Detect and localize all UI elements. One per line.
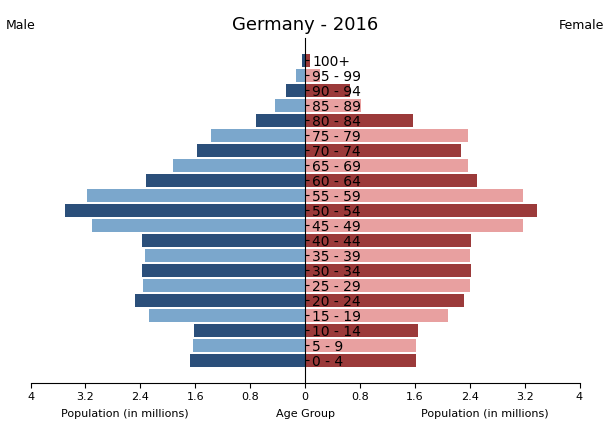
Bar (305, 189, 523, 202)
Bar (305, 174, 477, 187)
Bar (305, 144, 461, 157)
Bar (256, 114, 305, 127)
Bar (65, 204, 305, 217)
Bar (143, 279, 305, 292)
Text: Age Group: Age Group (276, 408, 334, 419)
Bar (305, 234, 471, 247)
Bar (305, 99, 361, 112)
Bar (305, 249, 470, 262)
Bar (296, 69, 305, 82)
Bar (305, 159, 468, 172)
Text: Population (in millions): Population (in millions) (61, 408, 188, 419)
Bar (305, 84, 350, 96)
Bar (305, 309, 448, 322)
Bar (92, 219, 305, 232)
Text: Female: Female (559, 19, 604, 32)
Bar (274, 99, 305, 112)
Bar (197, 144, 305, 157)
Bar (149, 309, 305, 322)
Bar (87, 189, 305, 202)
Bar (173, 159, 305, 172)
Bar (142, 264, 305, 277)
Bar (190, 354, 305, 367)
Bar (305, 279, 470, 292)
Bar (305, 204, 537, 217)
Bar (305, 264, 471, 277)
Bar (193, 339, 305, 352)
Title: Germany - 2016: Germany - 2016 (232, 16, 378, 34)
Bar (145, 249, 305, 262)
Bar (142, 234, 305, 247)
Text: Population (in millions): Population (in millions) (422, 408, 549, 419)
Bar (305, 294, 464, 307)
Bar (301, 54, 305, 67)
Bar (305, 324, 418, 337)
Bar (305, 219, 523, 232)
Bar (146, 174, 305, 187)
Bar (211, 129, 305, 142)
Bar (305, 354, 416, 367)
Text: Male: Male (6, 19, 36, 32)
Bar (305, 129, 468, 142)
Bar (135, 294, 305, 307)
Bar (305, 54, 310, 67)
Bar (305, 114, 414, 127)
Bar (305, 69, 320, 82)
Bar (305, 339, 416, 352)
Bar (287, 84, 305, 96)
Bar (194, 324, 305, 337)
